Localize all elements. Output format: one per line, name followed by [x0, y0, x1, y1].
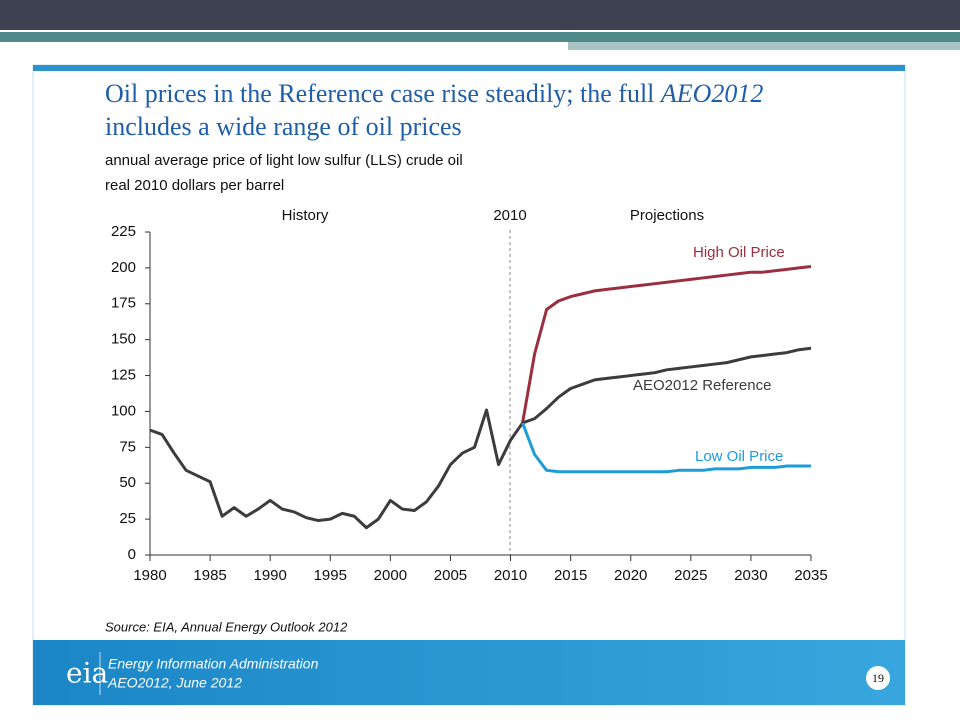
page-number: 19: [872, 671, 884, 685]
y-tick-label: 200: [111, 259, 136, 276]
y-tick-label: 125: [111, 367, 136, 384]
x-tick-label: 2010: [494, 567, 527, 584]
annotation: 2010: [493, 207, 526, 224]
y-tick-label: 225: [111, 223, 136, 240]
series-label: High Oil Price: [693, 244, 785, 261]
footer-text: Energy Information Administration: [108, 656, 319, 672]
y-tick-label: 75: [119, 438, 136, 455]
footer-band: [33, 640, 905, 705]
slide-frame: [32, 64, 906, 706]
frame-top: [33, 65, 905, 71]
subtitle: annual average price of light low sulfur…: [105, 152, 463, 169]
x-tick-label: 2005: [434, 567, 467, 584]
top-stripe-light: [568, 42, 960, 50]
x-tick-label: 2035: [794, 567, 827, 584]
y-tick-label: 100: [111, 402, 136, 419]
x-tick-label: 2030: [734, 567, 767, 584]
series-line: [149, 346, 812, 530]
series-label: AEO2012 Reference: [633, 377, 771, 394]
chart-title: Oil prices in the Reference case rise st…: [105, 79, 763, 108]
title-part: Oil prices in the Reference case rise st…: [105, 79, 654, 108]
top-bar: [0, 0, 960, 30]
x-tick-label: 1990: [253, 567, 286, 584]
chart-title: includes a wide range of oil prices: [105, 112, 462, 141]
x-tick-label: 2015: [554, 567, 587, 584]
subtitle: real 2010 dollars per barrel: [105, 177, 284, 194]
annotation: Projections: [630, 207, 704, 224]
source: Source: EIA, Annual Energy Outlook 2012: [105, 619, 348, 634]
x-tick-label: 2025: [674, 567, 707, 584]
y-tick-label: 50: [119, 474, 136, 491]
series-line: [521, 422, 811, 474]
annotation: History: [282, 207, 329, 224]
logo: eia: [66, 657, 108, 690]
y-tick-label: 150: [111, 331, 136, 348]
top-stripe: [0, 32, 960, 42]
page-badge: [866, 666, 890, 690]
series-line: [521, 264, 812, 424]
y-tick-label: 0: [128, 546, 136, 563]
x-tick-label: 1985: [193, 567, 226, 584]
y-tick-label: 25: [119, 510, 136, 527]
title-part: AEO2012: [659, 79, 764, 108]
x-tick-label: 1995: [314, 567, 347, 584]
x-tick-label: 2000: [374, 567, 407, 584]
x-tick-label: 1980: [133, 567, 166, 584]
footer-text: AEO2012, June 2012: [107, 675, 242, 691]
x-tick-label: 2020: [614, 567, 647, 584]
series-label: Low Oil Price: [695, 448, 783, 465]
y-tick-label: 175: [111, 295, 136, 312]
